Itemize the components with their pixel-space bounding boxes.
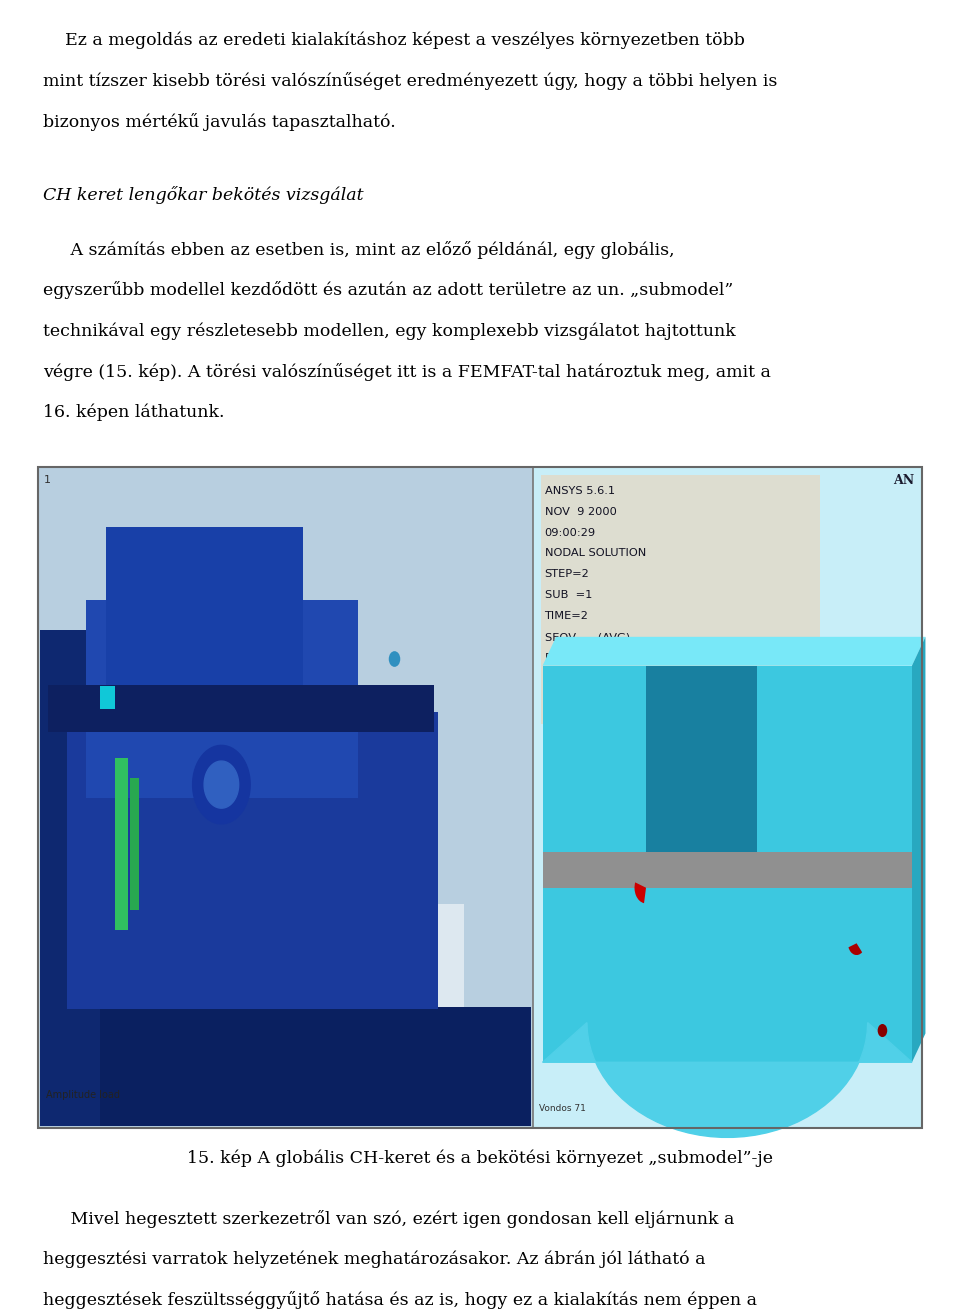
Bar xyxy=(38,467,922,1128)
Text: PowerGraphics: PowerGraphics xyxy=(544,653,629,664)
Bar xyxy=(100,686,115,708)
Text: NOV  9 2000: NOV 9 2000 xyxy=(544,507,616,517)
Text: ANSYS 5.6.1: ANSYS 5.6.1 xyxy=(544,486,614,496)
Bar xyxy=(130,778,139,910)
Polygon shape xyxy=(542,637,925,665)
Text: SEQV      (AVG): SEQV (AVG) xyxy=(544,632,630,643)
Text: 1: 1 xyxy=(44,475,51,486)
Bar xyxy=(542,852,912,888)
Text: heggesztések feszültsséggyűjtő hatása és az is, hogy ez a kialakítás nem éppen a: heggesztések feszültsséggyűjtő hatása és… xyxy=(43,1291,757,1309)
Text: Amplitude load: Amplitude load xyxy=(46,1089,120,1100)
Text: NODAL SOLUTION: NODAL SOLUTION xyxy=(544,548,646,559)
Bar xyxy=(115,758,128,929)
Bar xyxy=(646,665,756,872)
Text: mint tízszer kisebb törési valószínűséget eredményezett úgy, hogy a többi helyen: mint tízszer kisebb törési valószínűsége… xyxy=(43,72,778,90)
Text: SUB  =1: SUB =1 xyxy=(544,590,592,601)
Bar xyxy=(540,475,821,724)
Text: CH keret lengőkar bekötés vizsgálat: CH keret lengőkar bekötés vizsgálat xyxy=(43,186,364,204)
Text: AVRES=Mat: AVRES=Mat xyxy=(544,695,612,706)
Text: AN: AN xyxy=(893,474,914,487)
Bar xyxy=(40,630,100,1126)
Text: A számítás ebben az esetben is, mint az előző példánál, egy globális,: A számítás ebben az esetben is, mint az … xyxy=(43,241,675,259)
Wedge shape xyxy=(635,882,646,903)
Text: heggesztési varratok helyzetének meghatározásakor. Az ábrán jól látható a: heggesztési varratok helyzetének meghatá… xyxy=(43,1250,706,1267)
Bar xyxy=(48,686,434,732)
Bar xyxy=(40,1007,531,1126)
Bar xyxy=(542,665,912,1063)
Text: STEP=2: STEP=2 xyxy=(544,569,589,580)
Text: TIME=2: TIME=2 xyxy=(544,611,588,622)
Text: 16. képen láthatunk.: 16. képen láthatunk. xyxy=(43,403,225,420)
Circle shape xyxy=(389,651,400,666)
Text: Ez a megoldás az eredeti kialakításhoz képest a veszélyes környezetben több: Ez a megoldás az eredeti kialakításhoz k… xyxy=(43,31,745,48)
Polygon shape xyxy=(204,761,239,808)
Text: bizonyos mértékű javulás tapasztalható.: bizonyos mértékű javulás tapasztalható. xyxy=(43,113,396,131)
Text: végre (15. kép). A törési valószínűséget itt is a FEMFAT-tal határoztuk meg, ami: végre (15. kép). A törési valószínűséget… xyxy=(43,363,771,381)
Bar xyxy=(106,526,303,686)
Text: 09:00:29: 09:00:29 xyxy=(544,528,595,538)
Bar xyxy=(38,467,533,1128)
Text: egyszerűbb modellel kezdődött és azután az adott területre az un. „submodel”: egyszerűbb modellel kezdődött és azután … xyxy=(43,281,733,300)
Text: technikával egy részletesebb modellen, egy komplexebb vizsgálatot hajtottunk: technikával egy részletesebb modellen, e… xyxy=(43,322,736,339)
Bar xyxy=(533,467,922,1128)
Bar xyxy=(43,905,464,1083)
Bar xyxy=(38,467,533,1128)
Bar xyxy=(38,467,922,1128)
Polygon shape xyxy=(912,637,925,1063)
Bar xyxy=(86,600,358,797)
Bar xyxy=(67,712,438,1009)
Text: Vondos 71: Vondos 71 xyxy=(539,1103,586,1113)
Text: Mivel hegesztett szerkezetről van szó, ezért igen gondosan kell eljárnunk a: Mivel hegesztett szerkezetről van szó, e… xyxy=(43,1210,734,1228)
Polygon shape xyxy=(542,1022,912,1138)
Wedge shape xyxy=(849,944,862,956)
Text: EFACET=1: EFACET=1 xyxy=(544,674,603,685)
Text: 15. kép A globális CH-keret és a bekötési környezet „submodel”-je: 15. kép A globális CH-keret és a bekötés… xyxy=(187,1149,773,1166)
Polygon shape xyxy=(193,745,251,823)
Circle shape xyxy=(877,1024,887,1037)
